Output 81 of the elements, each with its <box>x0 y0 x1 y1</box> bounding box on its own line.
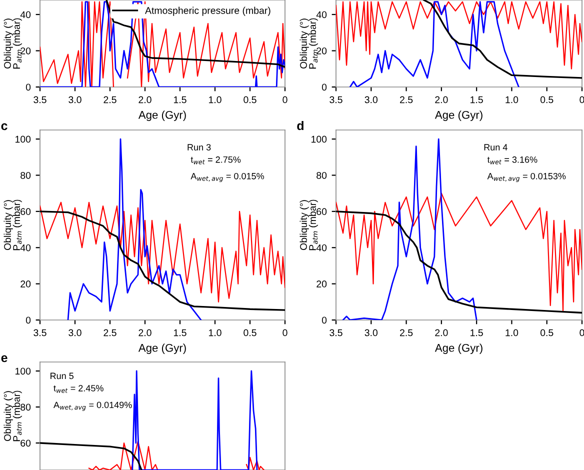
x-tick-label: 1.0 <box>506 329 518 336</box>
x-tick-label: 3.5 <box>34 96 46 104</box>
y-axis-title: Obliquity (°) P$_{atm}$ (mbar) <box>4 200 22 250</box>
x-axis-title: Age (Gyr) <box>434 344 482 354</box>
y-tick-label: 60 <box>20 440 31 447</box>
annotation: A$_{wet,avg}$ = 0.015% <box>190 172 264 182</box>
line-series <box>106 0 285 68</box>
annotation: Run 4 <box>484 144 508 150</box>
chart-title: c <box>1 123 8 130</box>
legend-label: Atmospheric pressure (mbar) <box>145 6 270 16</box>
x-tick-label: 1.5 <box>470 96 483 104</box>
x-tick-label: 2.5 <box>400 96 413 104</box>
y-tick-label: 40 <box>316 11 327 18</box>
y-axis-title: Obliquity (°) P$_{atm}$ (mbar) <box>4 390 22 442</box>
y-tick-label: 0 <box>26 84 31 91</box>
y-tick-label: 40 <box>20 11 31 18</box>
x-tick-label: 0 <box>580 329 584 336</box>
x-tick-label: 2.5 <box>104 329 116 336</box>
y-tick-label: 20 <box>316 47 327 54</box>
line-series <box>349 1 520 87</box>
annotation: t$_{wet}$ = 3.16% <box>487 156 538 164</box>
x-tick-label: 3.5 <box>330 96 342 104</box>
x-axis-title: Age (Gyr) <box>138 344 186 354</box>
annotation: Run 3 <box>188 144 211 150</box>
y-tick-label: 40 <box>20 244 31 252</box>
x-tick-label: 0.5 <box>244 329 256 336</box>
y-tick-label: 20 <box>316 280 327 288</box>
y-axis-title: Obliquity (°) P$_{atm}$ (mbar) <box>300 18 318 69</box>
y-axis-title: Obliquity (°) P$_{atm}$ (mbar) <box>300 200 318 250</box>
x-tick-label: 1.0 <box>208 329 222 336</box>
x-tick-label: 2.5 <box>400 329 413 336</box>
y-tick-label: 100 <box>311 136 327 143</box>
y-tick-label: 20 <box>20 280 31 288</box>
y-tick-label: 80 <box>20 404 31 411</box>
y-tick-label: 0 <box>322 84 327 91</box>
x-tick-label: 1.5 <box>174 96 186 104</box>
y-tick-label: 100 <box>15 368 31 375</box>
y-tick-label: 80 <box>316 172 327 179</box>
x-axis-title: Age (Gyr) <box>434 110 482 122</box>
y-axis-title: Obliquity (°) P$_{atm}$ (mbar) <box>4 18 22 69</box>
x-tick-label: 1.0 <box>506 96 518 104</box>
y-tick-label: 80 <box>20 172 31 179</box>
y-tick-label: 100 <box>15 136 31 143</box>
x-tick-label: 0.5 <box>244 96 256 104</box>
x-tick-label: 3.0 <box>68 96 82 104</box>
x-tick-label: 3.0 <box>68 329 82 336</box>
line-series <box>423 0 582 79</box>
chart-title: d <box>297 120 304 130</box>
annotation: A$_{wet,avg}$ = 0.0149% <box>53 402 132 411</box>
x-tick-label: 2.0 <box>138 329 152 336</box>
x-tick-label: 0 <box>580 96 584 104</box>
x-tick-label: 3.0 <box>364 96 378 104</box>
x-tick-label: 2.0 <box>435 96 448 104</box>
y-tick-label: 60 <box>316 208 327 216</box>
y-tick-label: 20 <box>20 47 31 54</box>
annotation: A$_{wet,avg}$ = 0.0153% <box>487 172 566 182</box>
x-tick-label: 0.5 <box>540 329 554 336</box>
x-tick-label: 0 <box>282 329 288 336</box>
annotation: t$_{wet}$ = 2.45% <box>54 385 104 393</box>
x-tick-label: 3.5 <box>34 329 46 336</box>
chart-title: e <box>1 355 8 362</box>
line-series <box>40 202 285 302</box>
x-tick-label: 2.0 <box>138 96 152 104</box>
line-series <box>132 370 258 470</box>
x-tick-label: 1.5 <box>174 329 186 336</box>
x-tick-label: 2.0 <box>435 329 448 336</box>
y-tick-label: 60 <box>20 208 31 216</box>
annotation: t$_{wet}$ = 2.75% <box>190 156 241 164</box>
x-tick-label: 2.5 <box>104 96 116 104</box>
x-tick-label: 1.0 <box>208 96 222 104</box>
x-tick-label: 0 <box>282 96 288 104</box>
x-tick-label: 3.0 <box>364 329 378 336</box>
y-tick-label: 40 <box>316 244 327 252</box>
annotation: Run 5 <box>50 372 74 380</box>
x-tick-label: 1.5 <box>470 329 483 336</box>
y-tick-label: 0 <box>26 316 31 324</box>
line-series <box>342 138 478 320</box>
y-tick-label: 0 <box>322 316 327 324</box>
x-axis-title: Age (Gyr) <box>138 110 186 122</box>
x-tick-label: 3.5 <box>330 329 342 336</box>
x-tick-label: 0.5 <box>540 96 554 104</box>
